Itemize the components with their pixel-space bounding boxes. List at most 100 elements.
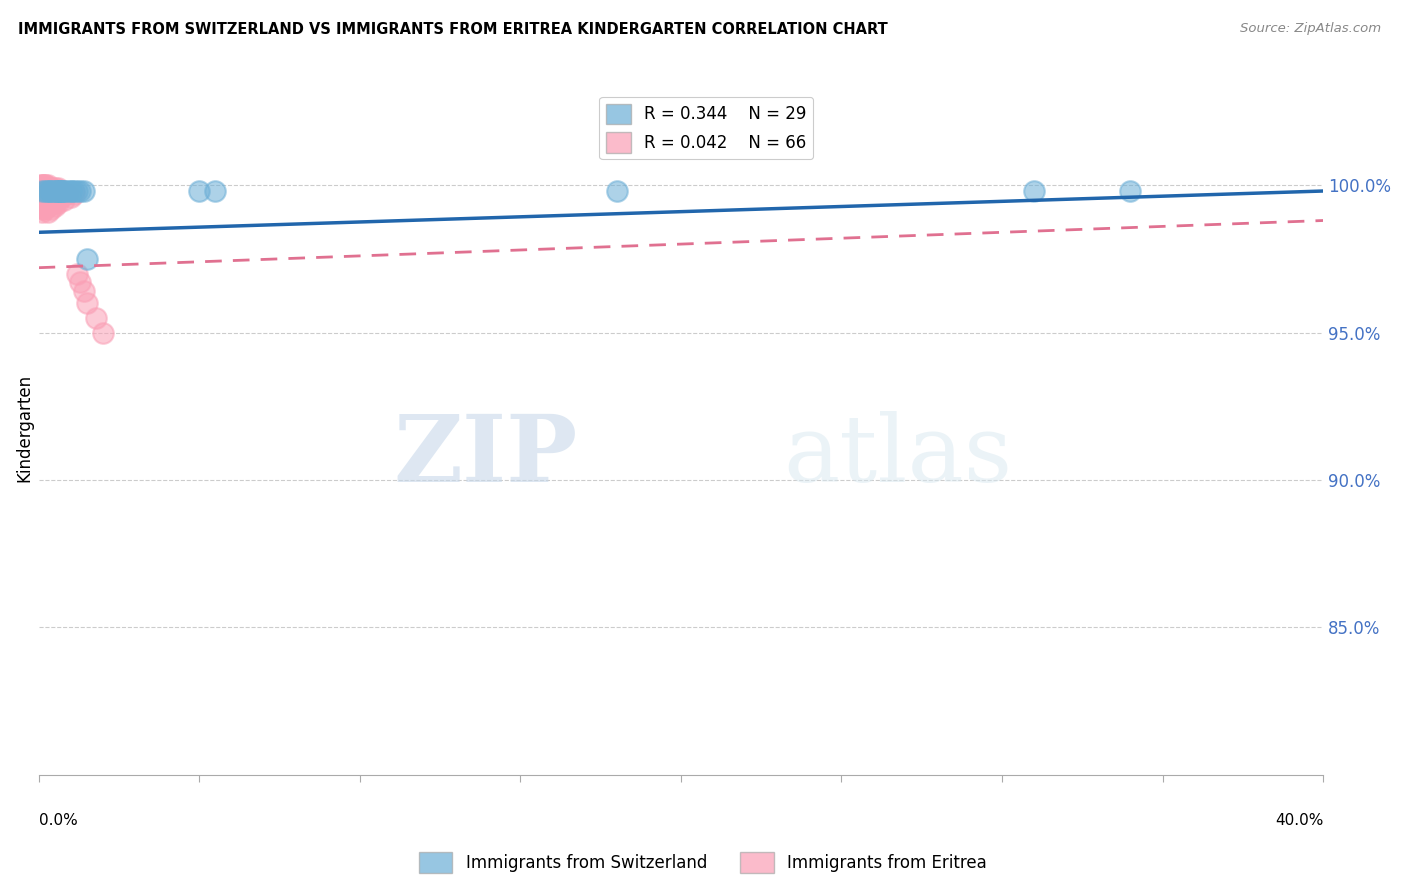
Point: [34, 195, 56, 210]
Point: [41, 181, 63, 195]
Point: [204, 184, 226, 198]
Point: [37, 199, 59, 213]
Point: [44, 181, 66, 195]
Point: [41, 202, 63, 216]
Point: [49, 184, 72, 198]
Point: [46, 184, 69, 198]
Point: [49, 184, 72, 198]
Point: [31, 178, 53, 193]
Point: [34, 178, 56, 193]
Point: [37, 184, 59, 198]
Point: [37, 184, 59, 198]
Point: [31, 199, 53, 213]
Point: [31, 190, 53, 204]
Point: [37, 186, 59, 201]
Point: [606, 184, 628, 198]
Point: [72, 285, 94, 299]
Point: [31, 204, 53, 219]
Y-axis label: Kindergarten: Kindergarten: [15, 375, 32, 483]
Point: [53, 184, 76, 198]
Point: [1022, 184, 1045, 198]
Point: [91, 326, 114, 340]
Point: [46, 186, 69, 201]
Point: [31, 195, 53, 210]
Point: [31, 178, 53, 193]
Point: [44, 190, 66, 204]
Point: [69, 184, 91, 198]
Point: [34, 190, 56, 204]
Point: [44, 184, 66, 198]
Point: [46, 184, 69, 198]
Point: [66, 267, 89, 281]
Point: [31, 184, 53, 198]
Point: [59, 190, 82, 204]
Point: [53, 184, 76, 198]
Point: [37, 184, 59, 198]
Point: [34, 184, 56, 198]
Point: [37, 181, 59, 195]
Point: [31, 181, 53, 195]
Point: [31, 186, 53, 201]
Text: 40.0%: 40.0%: [1275, 814, 1323, 829]
Point: [41, 184, 63, 198]
Point: [188, 184, 211, 198]
Point: [31, 193, 53, 207]
Point: [66, 184, 89, 198]
Legend: R = 0.344    N = 29, R = 0.042    N = 66: R = 0.344 N = 29, R = 0.042 N = 66: [599, 97, 813, 160]
Point: [56, 184, 79, 198]
Point: [46, 184, 69, 198]
Point: [76, 252, 98, 266]
Legend: Immigrants from Switzerland, Immigrants from Eritrea: Immigrants from Switzerland, Immigrants …: [412, 846, 994, 880]
Point: [1119, 184, 1142, 198]
Text: atlas: atlas: [783, 411, 1012, 501]
Point: [41, 190, 63, 204]
Point: [56, 186, 79, 201]
Point: [49, 184, 72, 198]
Point: [37, 181, 59, 195]
Point: [31, 202, 53, 216]
Point: [46, 190, 69, 204]
Point: [49, 184, 72, 198]
Point: [34, 181, 56, 195]
Text: ZIP: ZIP: [394, 411, 578, 501]
Point: [44, 199, 66, 213]
Point: [41, 184, 63, 198]
Point: [31, 186, 53, 201]
Point: [76, 296, 98, 310]
Point: [34, 178, 56, 193]
Point: [86, 310, 108, 325]
Point: [31, 178, 53, 193]
Point: [59, 184, 82, 198]
Point: [37, 193, 59, 207]
Point: [37, 204, 59, 219]
Point: [72, 184, 94, 198]
Point: [44, 186, 66, 201]
Point: [34, 181, 56, 195]
Text: 0.0%: 0.0%: [38, 814, 77, 829]
Text: Source: ZipAtlas.com: Source: ZipAtlas.com: [1240, 22, 1381, 36]
Point: [31, 184, 53, 198]
Point: [53, 186, 76, 201]
Point: [49, 190, 72, 204]
Point: [37, 190, 59, 204]
Point: [44, 184, 66, 198]
Point: [69, 276, 91, 290]
Point: [41, 186, 63, 201]
Point: [34, 199, 56, 213]
Point: [37, 178, 59, 193]
Point: [31, 181, 53, 195]
Point: [34, 184, 56, 198]
Point: [37, 195, 59, 210]
Point: [59, 184, 82, 198]
Point: [34, 186, 56, 201]
Point: [46, 184, 69, 198]
Point: [63, 186, 86, 201]
Point: [41, 184, 63, 198]
Point: [46, 181, 69, 195]
Point: [53, 193, 76, 207]
Point: [46, 195, 69, 210]
Text: IMMIGRANTS FROM SWITZERLAND VS IMMIGRANTS FROM ERITREA KINDERGARTEN CORRELATION : IMMIGRANTS FROM SWITZERLAND VS IMMIGRANT…: [18, 22, 889, 37]
Point: [44, 195, 66, 210]
Point: [63, 184, 86, 198]
Point: [41, 195, 63, 210]
